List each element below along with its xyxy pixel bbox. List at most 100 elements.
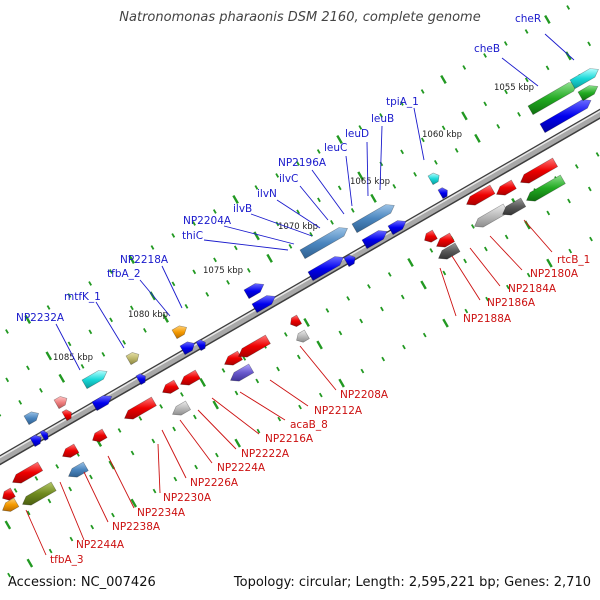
tick-mark — [400, 149, 404, 155]
kbp-label: 1085 kbp — [53, 353, 93, 363]
tick-mark — [173, 476, 178, 482]
leader-line — [299, 185, 329, 221]
tick-mark — [546, 258, 553, 268]
tick-mark — [199, 377, 206, 387]
tick-mark — [402, 344, 406, 350]
gene-arrow — [351, 204, 395, 234]
tick-mark — [194, 464, 198, 470]
gene-label: NP2232A — [16, 312, 65, 324]
tick-mark — [484, 246, 488, 252]
tick-mark — [205, 292, 210, 297]
tick-mark — [380, 306, 384, 312]
tick-mark — [504, 234, 509, 240]
genome-backbone — [0, 108, 600, 466]
tick-mark — [101, 352, 106, 357]
gene-arrow — [92, 428, 108, 443]
tick-mark — [442, 270, 447, 276]
gene-label: NP2244A — [76, 539, 125, 551]
gene-arrow — [39, 429, 49, 442]
gene-label: tpiA_1 — [386, 96, 419, 108]
gene-arrow — [68, 461, 89, 478]
leader-line — [25, 509, 47, 556]
leader-line — [55, 323, 81, 371]
leader-line — [161, 429, 187, 479]
tick-mark — [574, 164, 579, 169]
gene-label: tfbA_2 — [107, 268, 141, 280]
tick-mark — [4, 520, 12, 530]
tick-mark — [151, 438, 156, 444]
leader-line — [366, 141, 369, 197]
tick-mark — [122, 340, 126, 345]
gene-arrow — [436, 232, 455, 248]
tick-mark — [317, 197, 321, 203]
tick-mark — [215, 452, 219, 458]
tick-mark — [283, 332, 288, 337]
tick-mark — [483, 101, 488, 107]
tick-mark — [407, 257, 414, 267]
tick-mark — [544, 14, 551, 24]
gene-label: NP2222A — [241, 448, 290, 460]
tick-mark — [88, 281, 92, 286]
gene-arrow — [62, 443, 80, 458]
leader-line — [501, 57, 539, 87]
gene-arrow — [135, 373, 146, 386]
tick-mark — [233, 245, 238, 251]
tick-mark — [26, 558, 34, 568]
gene-arrow — [29, 434, 42, 448]
tick-mark — [441, 125, 446, 131]
tick-mark — [275, 173, 280, 178]
tick-mark — [24, 314, 32, 324]
gene-label: NP2234A — [137, 507, 186, 519]
tick-mark — [350, 208, 355, 213]
tick-mark — [34, 476, 39, 481]
leader-line — [523, 219, 553, 253]
gene-arrow — [290, 314, 303, 327]
tick-mark — [5, 329, 9, 334]
tick-mark — [150, 245, 155, 250]
gene-label: NP2204A — [183, 215, 232, 227]
tick-mark — [483, 53, 487, 58]
position-labels: 1055 kbp 1060 kbp 1065 kbp 1070 kbp 1075 kbp… — [53, 83, 534, 363]
tick-mark — [422, 332, 427, 338]
tick-mark — [296, 354, 301, 360]
tick-mark — [336, 134, 343, 144]
leader-line — [299, 345, 337, 391]
tick-mark — [526, 272, 531, 278]
tick-mark — [359, 318, 364, 324]
tick-mark — [55, 464, 60, 469]
tick-mark — [503, 41, 508, 46]
leader-line — [276, 199, 321, 229]
tick-mark — [440, 74, 447, 84]
leader-line — [413, 107, 425, 161]
gene-arrow — [526, 174, 566, 202]
tick-mark — [358, 125, 363, 130]
tick-mark — [7, 572, 11, 578]
gene-label: NP2180A — [530, 268, 579, 280]
tick-mark — [111, 512, 115, 518]
tick-mark — [266, 253, 273, 263]
tick-mark — [246, 268, 251, 273]
gene-label: ilvN — [257, 188, 277, 200]
tick-mark — [413, 172, 417, 177]
tick-mark — [461, 111, 468, 121]
tick-mark — [587, 186, 592, 192]
tick-mark — [442, 318, 449, 328]
tick-mark — [370, 193, 377, 203]
tick-mark — [387, 272, 392, 277]
tick-mark — [130, 450, 135, 456]
tick-mark — [172, 426, 176, 432]
gene-arrow — [387, 220, 407, 236]
tick-mark — [298, 404, 302, 410]
gene-label: NP2196A — [278, 157, 327, 169]
tick-mark — [496, 124, 501, 129]
tick-mark — [566, 5, 571, 10]
gene-arrow — [238, 334, 271, 358]
tick-mark — [589, 236, 593, 242]
gene-arrow — [577, 85, 599, 102]
tick-mark — [26, 510, 31, 516]
backbone-mid — [0, 110, 600, 464]
leader-line — [59, 481, 85, 541]
leader-line — [239, 391, 286, 421]
gene-label: NP2230A — [163, 492, 212, 504]
tick-mark — [68, 486, 73, 492]
